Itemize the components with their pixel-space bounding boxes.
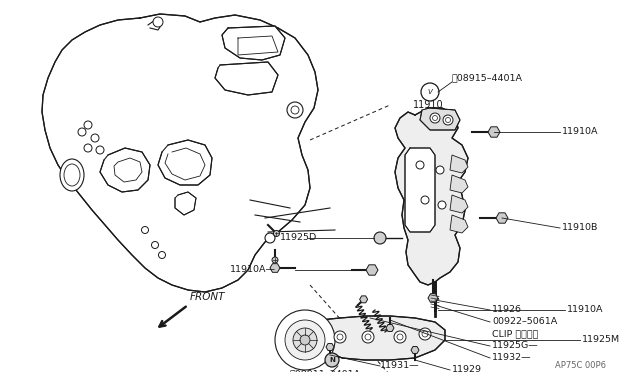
Text: 11910B: 11910B (562, 224, 598, 232)
Polygon shape (100, 148, 150, 192)
Circle shape (337, 334, 343, 340)
Text: AP75C 00P6: AP75C 00P6 (555, 360, 606, 369)
Circle shape (96, 146, 104, 154)
Polygon shape (405, 148, 435, 232)
Text: 11926: 11926 (492, 305, 522, 314)
Polygon shape (450, 195, 468, 213)
Circle shape (365, 334, 371, 340)
Circle shape (84, 121, 92, 129)
Circle shape (325, 353, 339, 367)
Circle shape (422, 331, 428, 337)
Circle shape (84, 144, 92, 152)
Circle shape (265, 233, 275, 243)
Text: 11910A—: 11910A— (230, 266, 276, 275)
Circle shape (362, 331, 374, 343)
Circle shape (421, 196, 429, 204)
Polygon shape (386, 324, 394, 331)
Text: 11910A: 11910A (567, 305, 604, 314)
Text: 11910: 11910 (413, 100, 444, 110)
Polygon shape (496, 213, 508, 223)
Text: N: N (329, 357, 335, 363)
Polygon shape (450, 215, 468, 233)
Circle shape (430, 113, 440, 123)
Circle shape (300, 335, 310, 345)
Polygon shape (450, 175, 468, 193)
Polygon shape (326, 343, 334, 350)
Circle shape (433, 115, 438, 121)
Circle shape (419, 328, 431, 340)
Circle shape (272, 257, 278, 263)
Circle shape (78, 128, 86, 136)
Circle shape (438, 201, 446, 209)
Circle shape (397, 334, 403, 340)
Polygon shape (42, 14, 318, 292)
Circle shape (159, 251, 166, 259)
Circle shape (275, 310, 335, 370)
Polygon shape (158, 140, 212, 185)
Text: 00922–5061A: 00922–5061A (492, 317, 557, 327)
Text: Ⓝ08911–3401A: Ⓝ08911–3401A (290, 369, 361, 372)
Text: 11925G—: 11925G— (492, 341, 539, 350)
Circle shape (394, 331, 406, 343)
Polygon shape (114, 158, 142, 182)
Polygon shape (270, 264, 280, 272)
Circle shape (421, 83, 439, 101)
Circle shape (141, 227, 148, 234)
Ellipse shape (64, 164, 80, 186)
Circle shape (153, 17, 163, 27)
Text: V: V (428, 89, 433, 95)
Text: CLIP クリップ: CLIP クリップ (492, 330, 538, 339)
Circle shape (285, 320, 325, 360)
Circle shape (287, 102, 303, 118)
Text: 11931—: 11931— (380, 362, 420, 371)
Text: 11932—: 11932— (492, 353, 532, 362)
Text: 11910A: 11910A (562, 128, 598, 137)
Text: 11925M: 11925M (582, 336, 620, 344)
Polygon shape (366, 265, 378, 275)
Polygon shape (318, 316, 445, 360)
Text: Ⓥ08915–4401A: Ⓥ08915–4401A (452, 74, 523, 83)
Polygon shape (395, 108, 468, 285)
Polygon shape (215, 62, 278, 95)
Circle shape (152, 241, 159, 248)
Circle shape (293, 328, 317, 352)
Polygon shape (488, 127, 500, 137)
Polygon shape (360, 296, 367, 303)
Ellipse shape (60, 159, 84, 191)
Circle shape (334, 331, 346, 343)
Circle shape (436, 166, 444, 174)
Polygon shape (420, 108, 460, 130)
Polygon shape (175, 192, 196, 215)
Circle shape (91, 134, 99, 142)
Text: 11929: 11929 (452, 366, 482, 372)
Polygon shape (428, 294, 438, 302)
Circle shape (443, 115, 453, 125)
Circle shape (291, 106, 299, 114)
Circle shape (273, 231, 280, 237)
Text: 11925D: 11925D (280, 234, 317, 243)
Circle shape (374, 232, 386, 244)
Polygon shape (411, 347, 419, 353)
Polygon shape (222, 26, 285, 60)
Polygon shape (450, 155, 468, 173)
Circle shape (416, 161, 424, 169)
Circle shape (445, 118, 451, 122)
Text: FRONT: FRONT (190, 292, 225, 302)
